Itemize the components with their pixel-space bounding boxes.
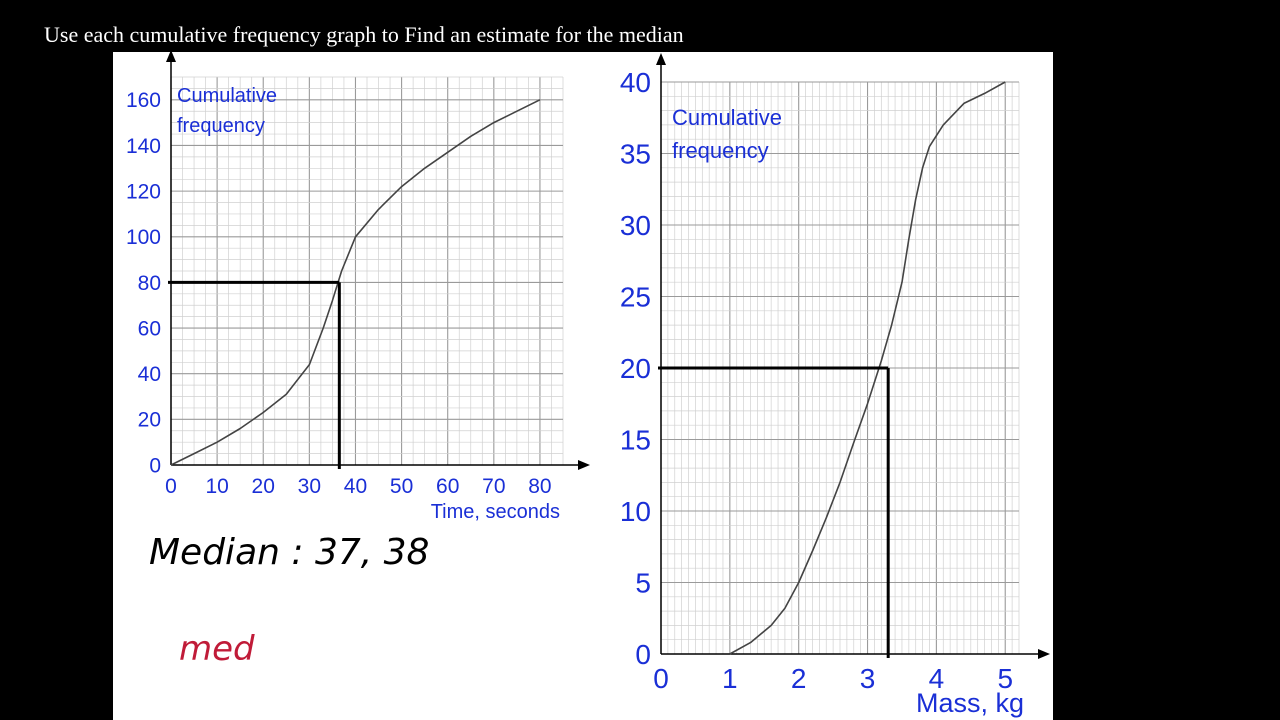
- y-tick-label: 40: [138, 363, 161, 386]
- y-tick-label: 20: [138, 409, 161, 432]
- y-tick-label: 140: [126, 135, 161, 158]
- y-tick-label: 10: [620, 496, 651, 527]
- y-axis-label: Cumulative frequency: [672, 105, 782, 163]
- y-tick-label: 80: [138, 272, 161, 295]
- chart-mass: 0 1 2 3 4 5 0 5 10 15 20 25 30 35 40 Cumulative frequenc…: [620, 53, 1050, 718]
- y-tick-label: 120: [126, 180, 161, 203]
- y-tick-label: 160: [126, 89, 161, 112]
- x-tick-label: 4: [929, 663, 945, 694]
- chart-time: 0 10 20 30 40 50 60 70 80 0 20 40 60 80 100 120 140 160 Cu…: [126, 52, 590, 523]
- whiteboard: 0 10 20 30 40 50 60 70 80 0 20 40 60 80 100 120 140 160 Cu…: [113, 52, 1053, 720]
- series-curve: [729, 81, 1006, 655]
- y-tick-label: 60: [138, 317, 161, 340]
- median-note: Median : 37, 38: [149, 532, 429, 573]
- x-tick-label: 3: [860, 663, 876, 694]
- x-tick-label: 20: [252, 475, 275, 498]
- x-tick-label: 1: [722, 663, 738, 694]
- x-tick-label: 30: [298, 475, 321, 498]
- y-tick-label: 0: [149, 454, 161, 477]
- y-tick-label: 5: [635, 567, 651, 598]
- y-tick-label: 40: [620, 67, 651, 98]
- y-tick-label: 25: [620, 281, 651, 312]
- x-tick-label: 0: [165, 475, 177, 498]
- x-tick-label: 60: [436, 475, 459, 498]
- x-tick-label: 50: [390, 475, 413, 498]
- y-tick-label: 100: [126, 226, 161, 249]
- x-tick-label: 70: [482, 475, 505, 498]
- x-axis-arrow: [1038, 649, 1050, 659]
- x-axis-label: Time, seconds: [431, 501, 560, 523]
- x-axis-label: Mass, kg: [916, 688, 1024, 718]
- y-tick-label: 0: [635, 639, 651, 670]
- y-tick-label: 35: [620, 138, 651, 169]
- x-tick-label: 5: [997, 663, 1013, 694]
- x-tick-label: 0: [653, 663, 669, 694]
- question-text: Use each cumulative frequency graph to F…: [44, 22, 684, 47]
- y-axis-arrow: [166, 52, 176, 62]
- x-axis-arrow: [578, 460, 590, 470]
- y-axis-label: Cumulative frequency: [177, 85, 277, 137]
- x-tick-label: 10: [205, 475, 228, 498]
- y-tick-label: 20: [620, 353, 651, 384]
- y-tick-label: 30: [620, 210, 651, 241]
- y-axis-arrow: [656, 53, 666, 65]
- x-tick-label: 2: [791, 663, 807, 694]
- x-tick-label: 80: [528, 475, 551, 498]
- x-tick-label: 40: [344, 475, 367, 498]
- y-tick-label: 15: [620, 424, 651, 455]
- series-curve: [170, 99, 541, 466]
- partial-note: med: [179, 629, 255, 669]
